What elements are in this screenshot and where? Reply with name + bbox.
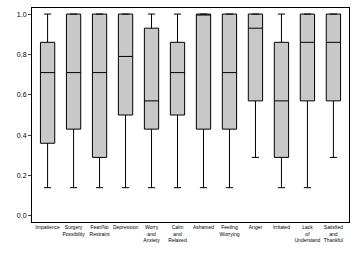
svg-text:Depression: Depression [113,224,139,230]
svg-text:LackofUnderstand: LackofUnderstand [295,224,321,243]
svg-text:FeelingWorrying: FeelingWorrying [220,224,240,237]
svg-text:0.6: 0.6 [17,91,27,98]
svg-text:Irritated: Irritated [273,224,290,230]
svg-text:0.2: 0.2 [17,172,27,179]
svg-text:0.8: 0.8 [17,51,27,58]
svg-text:WorryandAnxiety: WorryandAnxiety [143,224,160,243]
svg-text:CalmandRelaxed: CalmandRelaxed [168,224,187,243]
svg-text:Impatience: Impatience [35,224,60,230]
svg-text:Anger: Anger [249,224,263,230]
svg-text:0.0: 0.0 [17,212,27,219]
svg-text:1.0: 1.0 [17,11,27,18]
svg-text:Ashamed: Ashamed [193,224,214,230]
svg-text:0.4: 0.4 [17,132,27,139]
svg-text:SatisfiedandThankful: SatisfiedandThankful [324,224,343,243]
svg-text:SurgeryPossibility: SurgeryPossibility [62,224,85,237]
svg-text:Fear/NoRestraint: Fear/NoRestraint [90,224,111,237]
